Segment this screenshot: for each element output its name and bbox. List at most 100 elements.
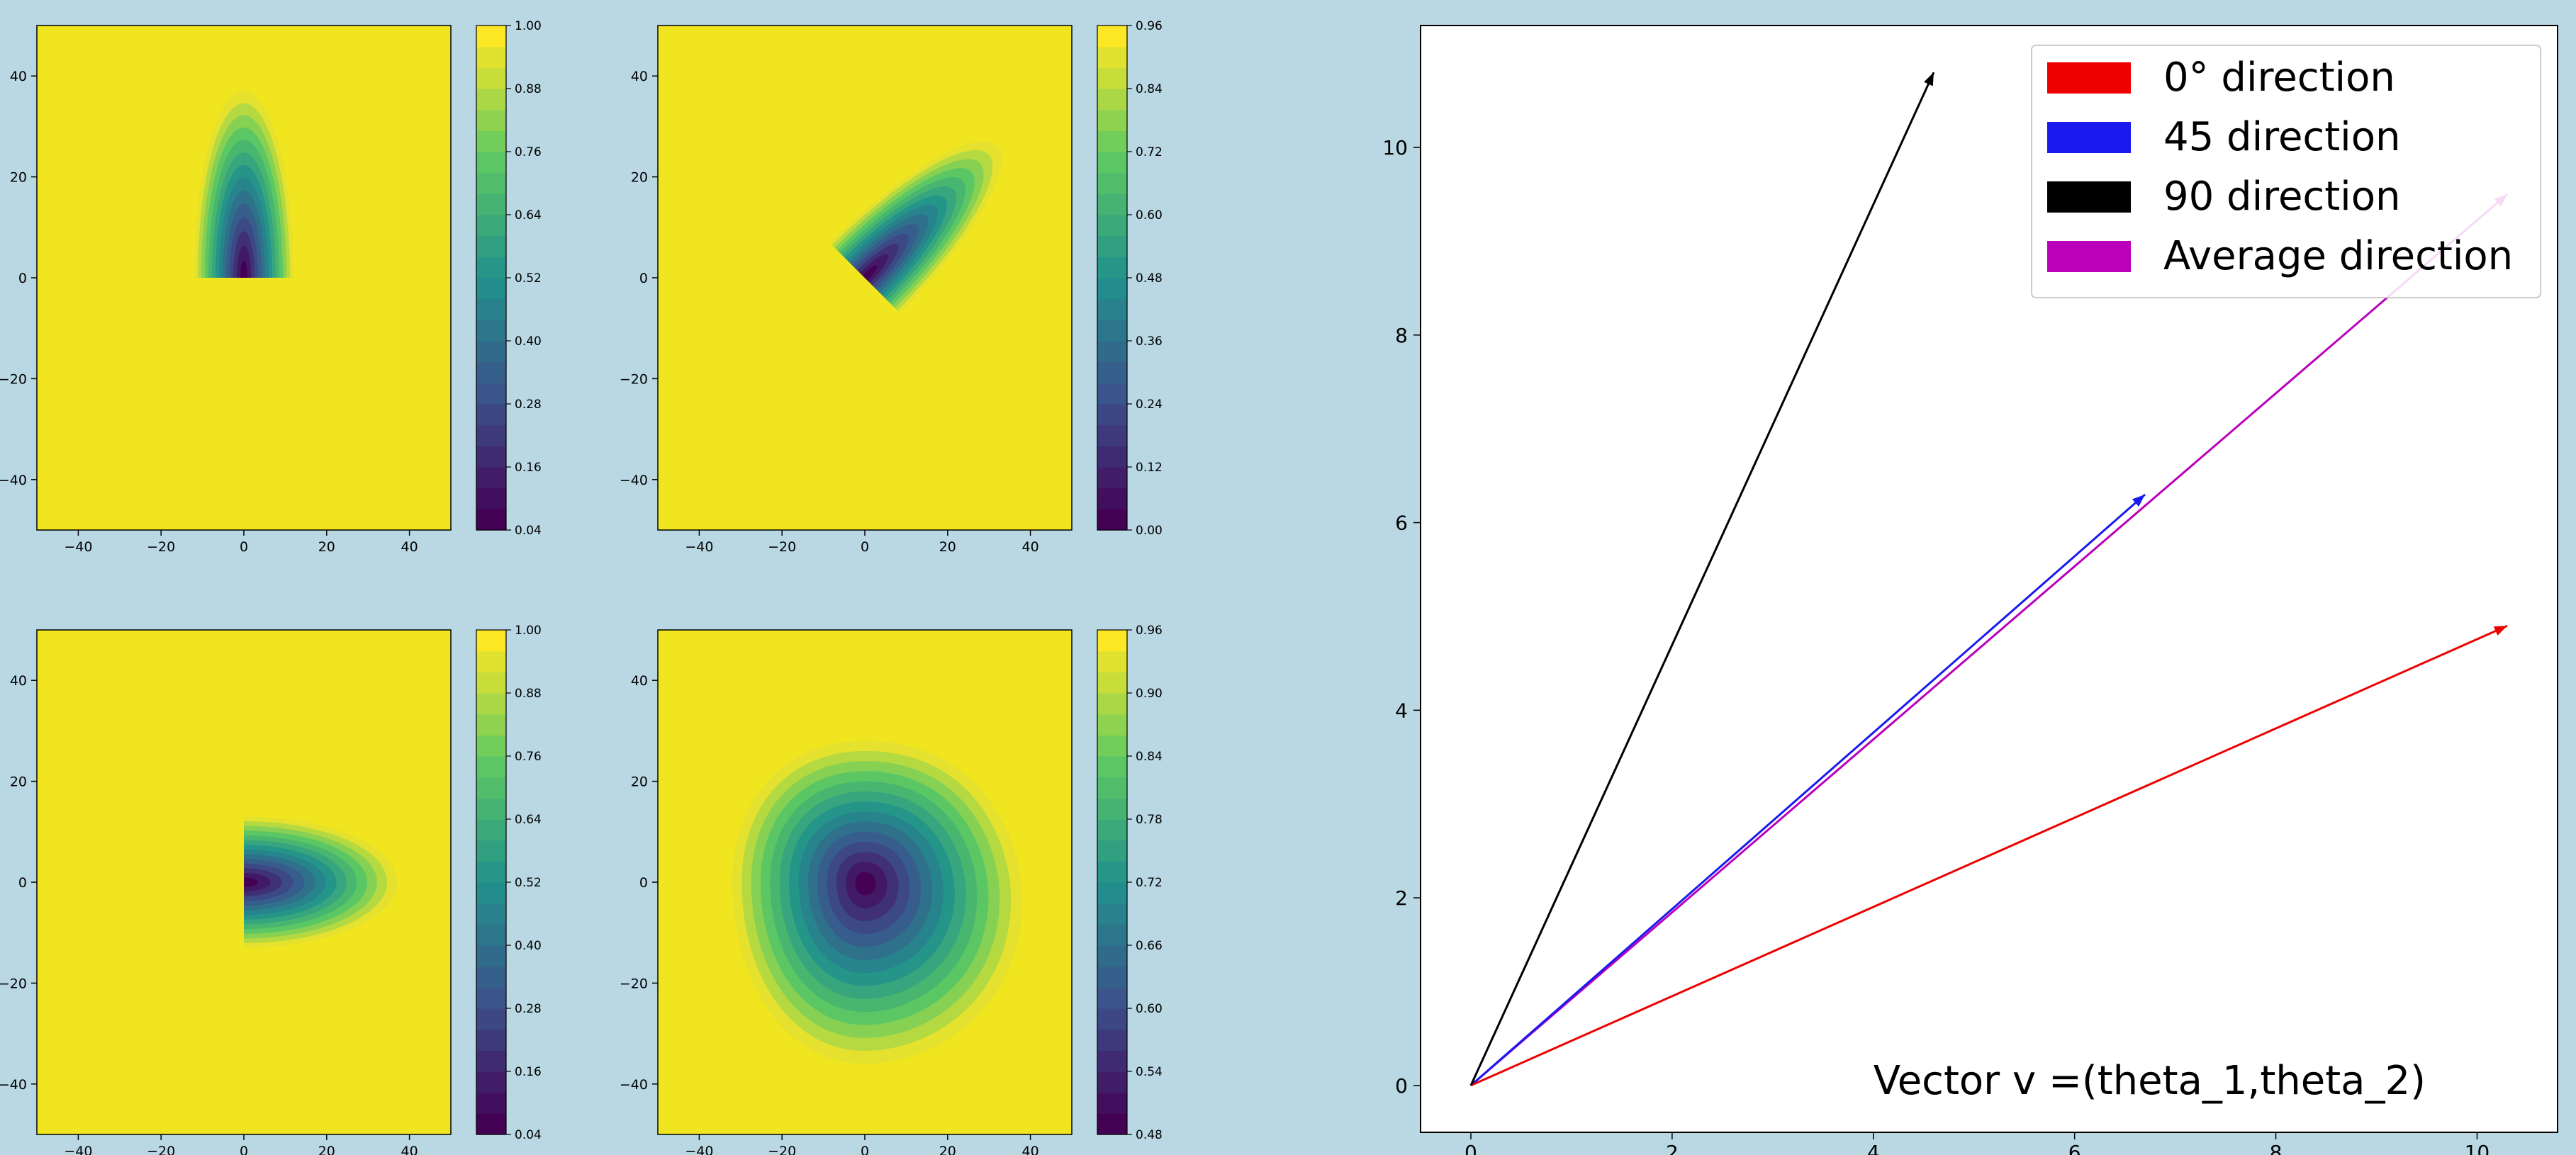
x-tick-label: 20 bbox=[318, 539, 335, 555]
colorbar-band bbox=[476, 987, 506, 1009]
x-tick-label: 2 bbox=[1666, 1141, 1679, 1155]
legend-label: 45 direction bbox=[2163, 114, 2400, 160]
colorbar-band bbox=[1097, 152, 1127, 174]
x-tick-label: −20 bbox=[768, 1144, 796, 1155]
colorbar-tick-label: 0.40 bbox=[515, 939, 542, 953]
y-tick-label: 0 bbox=[639, 271, 648, 286]
x-tick-label: 40 bbox=[1022, 539, 1039, 555]
y-tick-label: −20 bbox=[620, 976, 648, 991]
colorbar-band bbox=[1097, 89, 1127, 111]
colorbar-tick-label: 0.64 bbox=[515, 208, 542, 222]
colorbar-band bbox=[1097, 215, 1127, 237]
colorbar-tick-label: 0.72 bbox=[1136, 876, 1163, 890]
colorbar-band bbox=[1097, 193, 1127, 215]
y-tick-label: 40 bbox=[631, 673, 648, 689]
colorbar-band bbox=[1097, 882, 1127, 904]
colorbar-band bbox=[476, 130, 506, 152]
colorbar-tick-label: 0.36 bbox=[1136, 334, 1163, 349]
colorbar-band bbox=[476, 777, 506, 799]
colorbar-band bbox=[476, 1008, 506, 1030]
vector-0-direction bbox=[1470, 624, 2508, 1087]
colorbar-band bbox=[1097, 383, 1127, 405]
colorbar-band bbox=[1097, 424, 1127, 446]
colorbar-band bbox=[476, 404, 506, 426]
colorbar-tick-label: 0.84 bbox=[1136, 82, 1163, 96]
colorbar-tick-label: 0.90 bbox=[1136, 687, 1163, 701]
contour-region bbox=[829, 121, 1021, 313]
colorbar-band bbox=[476, 488, 506, 509]
colorbar-band bbox=[1097, 1071, 1127, 1093]
x-tick-label: −40 bbox=[685, 539, 713, 555]
y-tick-label: −40 bbox=[620, 1077, 648, 1093]
y-tick-label: 6 bbox=[1395, 512, 1408, 535]
colorbar-band bbox=[476, 172, 506, 194]
vector-45-direction bbox=[1469, 493, 2146, 1086]
colorbar-band bbox=[1097, 798, 1127, 820]
colorbar-band bbox=[1097, 130, 1127, 152]
colorbar-band bbox=[1097, 756, 1127, 778]
colorbar-tick-label: 0.84 bbox=[1136, 750, 1163, 764]
x-tick-label: 0 bbox=[1465, 1141, 1477, 1155]
colorbar-band bbox=[476, 509, 506, 531]
colorbar-band bbox=[476, 1071, 506, 1093]
x-tick-label: 0 bbox=[861, 539, 869, 555]
legend-swatch bbox=[2047, 241, 2131, 272]
colorbar-band bbox=[476, 1113, 506, 1135]
colorbar-band bbox=[1097, 924, 1127, 946]
colorbar-band bbox=[476, 67, 506, 89]
x-tick-label: −40 bbox=[64, 1144, 92, 1155]
colorbar-band bbox=[1097, 341, 1127, 363]
colorbar-tick-label: 1.00 bbox=[515, 624, 542, 638]
y-tick-label: 8 bbox=[1395, 324, 1408, 347]
y-tick-label: −20 bbox=[620, 371, 648, 387]
colorbar-band bbox=[1097, 819, 1127, 841]
colorbar-band bbox=[1097, 672, 1127, 694]
colorbar-tick-label: 0.04 bbox=[515, 524, 542, 538]
colorbar-band bbox=[1097, 650, 1127, 672]
y-tick-label: 0 bbox=[18, 875, 27, 891]
colorbar-band bbox=[1097, 714, 1127, 736]
colorbar-band bbox=[476, 1050, 506, 1072]
colorbar-band bbox=[1097, 67, 1127, 89]
colorbar-band bbox=[476, 215, 506, 237]
colorbar-band bbox=[1097, 861, 1127, 883]
legend-swatch bbox=[2047, 122, 2131, 153]
colorbar-tick-label: 0.88 bbox=[515, 687, 542, 701]
colorbar-band bbox=[1097, 735, 1127, 757]
colorbar-band bbox=[476, 383, 506, 405]
colorbar-tick-label: 0.76 bbox=[515, 750, 542, 764]
legend-label: Average direction bbox=[2163, 233, 2513, 279]
legend-swatch bbox=[2047, 62, 2131, 94]
y-tick-label: −40 bbox=[620, 473, 648, 488]
colorbar-band bbox=[1097, 1113, 1127, 1135]
colorbar-band bbox=[476, 341, 506, 363]
x-tick-label: 6 bbox=[2068, 1141, 2081, 1155]
colorbar-band bbox=[476, 298, 506, 320]
vector-arrowhead bbox=[2132, 494, 2146, 507]
x-tick-label: −40 bbox=[685, 1144, 713, 1155]
vector-90-direction bbox=[1469, 72, 1935, 1086]
colorbar-band bbox=[476, 798, 506, 820]
x-tick-label: 4 bbox=[1867, 1141, 1880, 1155]
colorbar-tick-label: 0.60 bbox=[1136, 1002, 1163, 1016]
colorbar-band bbox=[1097, 1029, 1127, 1051]
colorbar-tick-label: 0.66 bbox=[1136, 939, 1163, 953]
colorbar-tick-label: 0.54 bbox=[1136, 1065, 1163, 1079]
legend-label: 0° direction bbox=[2163, 55, 2395, 101]
legend-box bbox=[2031, 45, 2541, 298]
colorbar-tick-label: 0.60 bbox=[1136, 208, 1163, 222]
colorbar-tick-label: 0.96 bbox=[1136, 624, 1163, 638]
colorbar-band bbox=[1097, 1008, 1127, 1030]
vector-line bbox=[1469, 193, 2509, 1086]
colorbar-band bbox=[476, 46, 506, 68]
heatmap-panel-3: −40 −40 −20 −20 0 0 20 20 40 40 1.00 0.88 0.76 0.64 0.… bbox=[0, 624, 542, 1155]
y-tick-label: 0 bbox=[639, 875, 648, 891]
colorbar-tick-label: 0.24 bbox=[1136, 398, 1163, 412]
colorbar-band bbox=[1097, 404, 1127, 426]
colorbar-band bbox=[476, 109, 506, 131]
colorbar-band bbox=[476, 193, 506, 215]
colorbar-tick-label: 0.16 bbox=[515, 461, 542, 475]
colorbar-band bbox=[1097, 693, 1127, 715]
colorbar: 0.96 0.84 0.72 0.60 0.48 0.36 0.24 0.12 0.00 bbox=[1097, 19, 1163, 538]
colorbar-tick-label: 0.76 bbox=[515, 145, 542, 159]
